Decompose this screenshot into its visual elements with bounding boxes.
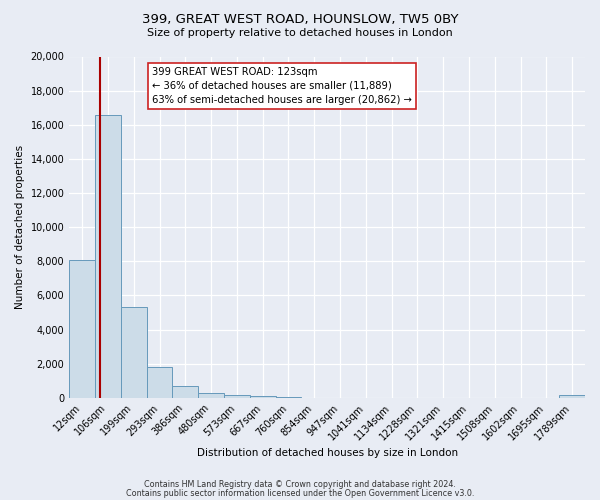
Text: Size of property relative to detached houses in London: Size of property relative to detached ho… bbox=[147, 28, 453, 38]
Text: Contains public sector information licensed under the Open Government Licence v3: Contains public sector information licen… bbox=[126, 489, 474, 498]
Bar bbox=[559, 395, 585, 398]
Bar bbox=[250, 396, 275, 398]
Bar bbox=[95, 114, 121, 398]
X-axis label: Distribution of detached houses by size in London: Distribution of detached houses by size … bbox=[197, 448, 458, 458]
Bar bbox=[69, 260, 95, 398]
Text: 399, GREAT WEST ROAD, HOUNSLOW, TW5 0BY: 399, GREAT WEST ROAD, HOUNSLOW, TW5 0BY bbox=[142, 12, 458, 26]
Y-axis label: Number of detached properties: Number of detached properties bbox=[15, 145, 25, 309]
Bar bbox=[172, 386, 198, 398]
Bar bbox=[146, 367, 172, 398]
Text: Contains HM Land Registry data © Crown copyright and database right 2024.: Contains HM Land Registry data © Crown c… bbox=[144, 480, 456, 489]
Bar bbox=[275, 396, 301, 398]
Text: 399 GREAT WEST ROAD: 123sqm
← 36% of detached houses are smaller (11,889)
63% of: 399 GREAT WEST ROAD: 123sqm ← 36% of det… bbox=[152, 66, 412, 104]
Bar bbox=[224, 395, 250, 398]
Bar bbox=[198, 393, 224, 398]
Bar bbox=[121, 308, 146, 398]
